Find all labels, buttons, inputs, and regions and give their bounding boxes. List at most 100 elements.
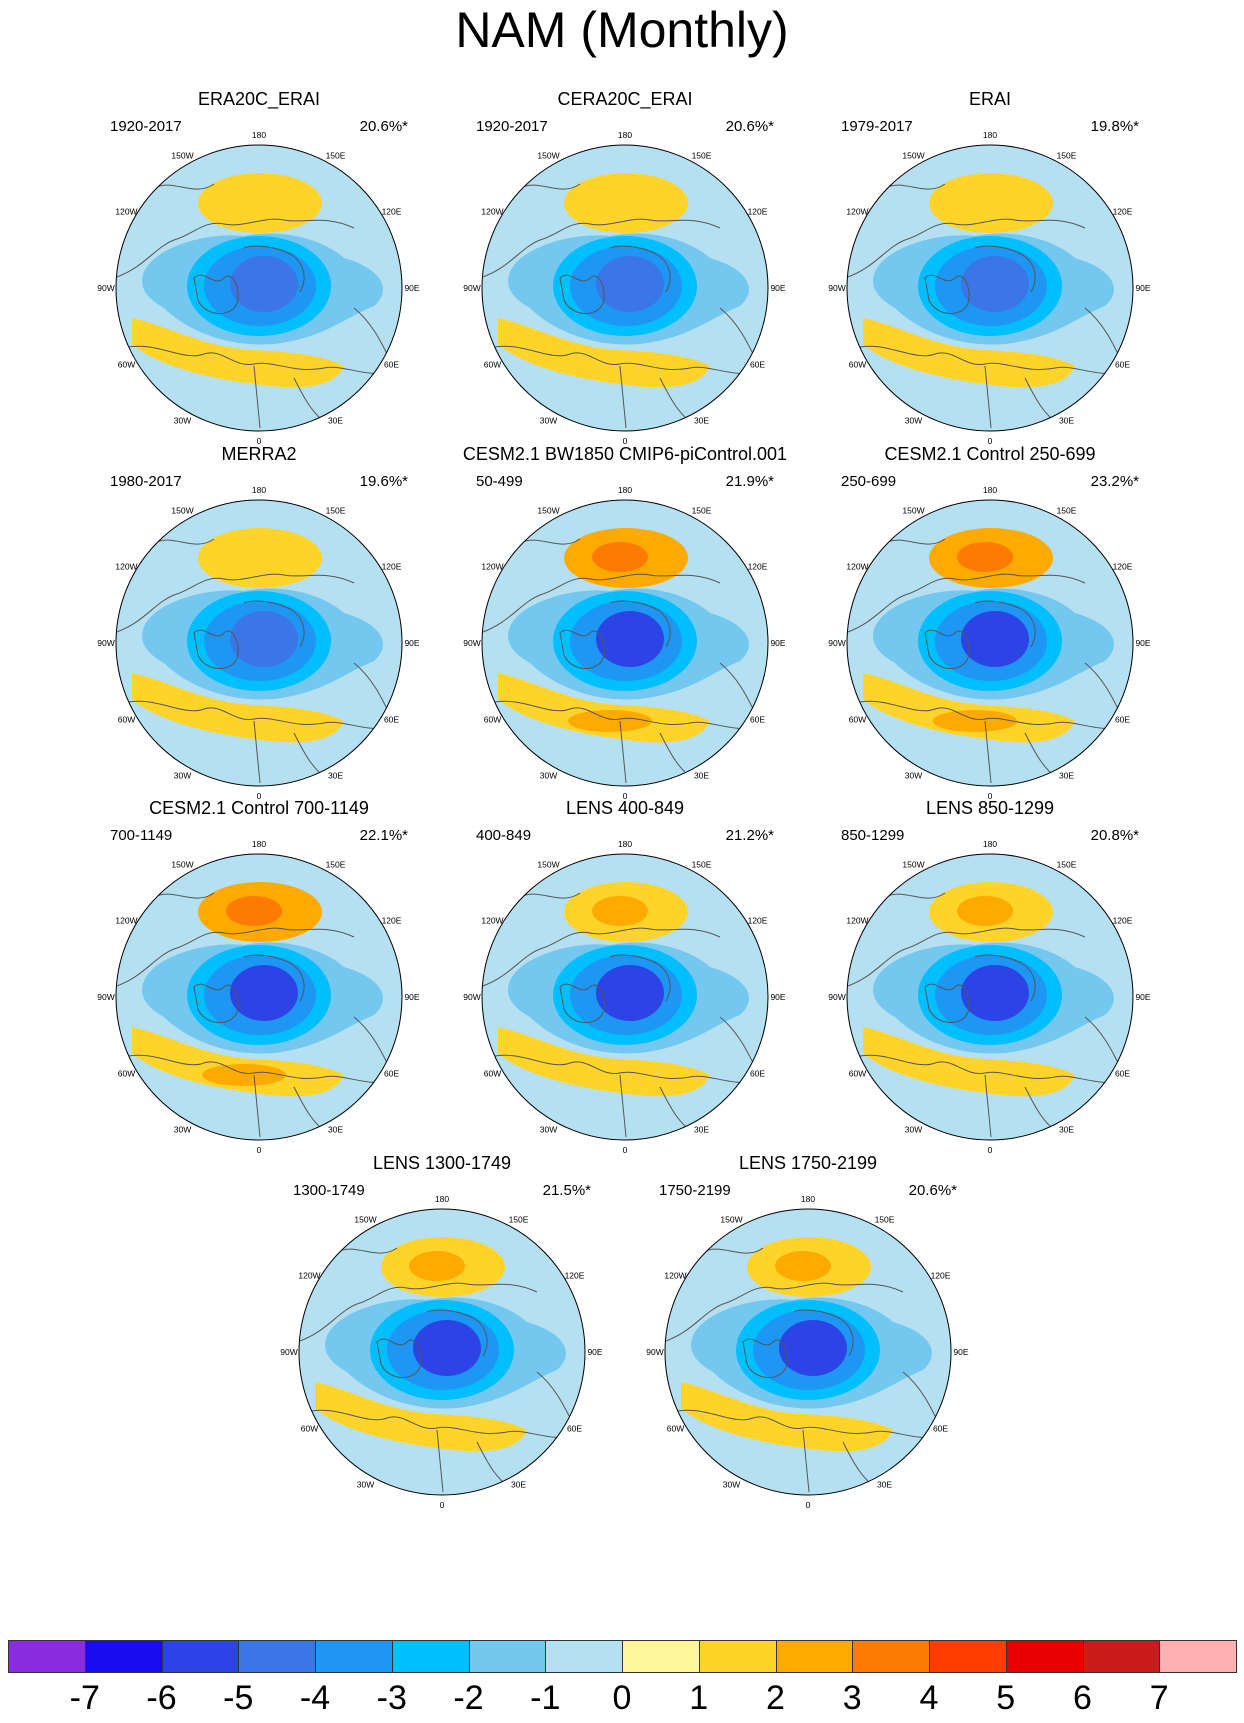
- longitude-label: 30W: [905, 416, 922, 426]
- longitude-label: 30W: [905, 771, 922, 781]
- colorbar-tick-label: 2: [766, 1679, 785, 1717]
- map-panel: CERA20C_ERAI 1920-2017 20.6%* 180 150E 120E 90…: [460, 88, 790, 458]
- colorbar-segment: [315, 1640, 393, 1673]
- longitude-label: 90W: [828, 283, 845, 293]
- longitude-label: 60E: [933, 1424, 948, 1434]
- longitude-label: 90E: [404, 283, 419, 293]
- longitude-label: 180: [983, 839, 997, 849]
- colorbar-tick-label: -3: [376, 1679, 407, 1717]
- colorbar-tick-label: -2: [453, 1679, 484, 1717]
- map-panel: CESM2.1 BW1850 CMIP6-piControl.001 50-499…: [460, 443, 790, 813]
- longitude-label: 0: [623, 1145, 628, 1155]
- longitude-label: 90W: [97, 992, 114, 1002]
- panel-title: CESM2.1 Control 700-1149: [149, 798, 369, 818]
- colorbar-tick-label: 4: [919, 1679, 939, 1717]
- longitude-label: 180: [618, 485, 632, 495]
- panel-title: CERA20C_ERAI: [557, 89, 693, 109]
- longitude-label: 150E: [509, 1214, 529, 1224]
- longitude-label: 0: [257, 436, 262, 446]
- longitude-label: 90E: [1135, 638, 1150, 648]
- longitude-label: 30W: [540, 771, 557, 781]
- longitude-label: 150W: [171, 859, 193, 869]
- longitude-label: 30E: [511, 1480, 526, 1490]
- colorbar-segment: [468, 1640, 547, 1673]
- longitude-label: 30W: [905, 1125, 922, 1135]
- longitude-label: 60W: [667, 1424, 684, 1434]
- colorbar-tick-label: 0: [612, 1679, 632, 1717]
- map-panel: CESM2.1 Control 700-1149 700-1149 22.1%* 18…: [94, 797, 424, 1167]
- longitude-label: 120W: [115, 207, 137, 217]
- longitude-label: 150W: [720, 1214, 742, 1224]
- longitude-label: 90E: [770, 283, 785, 293]
- longitude-label: 180: [618, 839, 632, 849]
- polar-map: 180 150E 120E 90E 60E 30E 0 30W 60W 90W 120W 150W: [97, 839, 420, 1155]
- longitude-label: 120E: [565, 1271, 585, 1281]
- colorbar-segment: [161, 1640, 240, 1673]
- map-panel: LENS 400-849 400-849 21.2%* 180 150E 120E 90E 6…: [460, 797, 790, 1167]
- panel-variance: 20.6%*: [359, 118, 408, 135]
- map-panel: MERRA2 1980-2017 19.6%* 180 150E 120E 90E 60E 30…: [94, 443, 424, 813]
- polar-map: 180 150E 120E 90E 60E 30E 0 30W 60W 90W 120W 150W: [463, 839, 786, 1155]
- panel-variance: 20.8%*: [1090, 827, 1139, 844]
- panel-variance: 23.2%*: [1090, 473, 1139, 490]
- longitude-label: 60W: [301, 1424, 318, 1434]
- longitude-label: 120E: [1113, 207, 1133, 217]
- longitude-label: 30E: [328, 1125, 343, 1135]
- longitude-label: 30W: [540, 1125, 557, 1135]
- longitude-label: 60E: [750, 360, 765, 370]
- panel-variance: 20.6%*: [908, 1182, 957, 1199]
- polar-map: 180 150E 120E 90E 60E 30E 0 30W 60W 90W 120W 150W: [280, 1194, 603, 1510]
- panel-variance: 22.1%*: [359, 827, 408, 844]
- longitude-label: 0: [988, 791, 993, 801]
- longitude-label: 60W: [484, 360, 501, 370]
- longitude-label: 30E: [328, 416, 343, 426]
- map-panel: LENS 1300-1749 1300-1749 21.5%* 180 150E 120E…: [277, 1152, 607, 1522]
- longitude-label: 60E: [1115, 715, 1130, 725]
- longitude-label: 150E: [326, 150, 346, 160]
- longitude-label: 90E: [587, 1347, 602, 1357]
- polar-map: 180 150E 120E 90E 60E 30E 0 30W 60W 90W 120W 150W: [97, 130, 420, 446]
- colorbar-segment: [545, 1640, 623, 1673]
- longitude-label: 30W: [540, 416, 557, 426]
- longitude-label: 30E: [1059, 416, 1074, 426]
- longitude-label: 90W: [828, 638, 845, 648]
- panel-title: LENS 850-1299: [925, 798, 1055, 818]
- longitude-label: 90W: [646, 1347, 663, 1357]
- longitude-label: 150W: [902, 505, 924, 515]
- longitude-label: 180: [252, 130, 266, 140]
- map-panel: ERA20C_ERAI 1920-2017 20.6%* 180 150E 120E 90E…: [94, 88, 424, 458]
- colorbar-tick-label: -1: [530, 1679, 561, 1717]
- longitude-label: 120W: [481, 562, 503, 572]
- longitude-label: 60W: [849, 1069, 866, 1079]
- longitude-label: 60E: [750, 1069, 765, 1079]
- longitude-label: 120E: [382, 207, 402, 217]
- colorbar-tick-label: 1: [689, 1679, 709, 1717]
- longitude-label: 90E: [953, 1347, 968, 1357]
- colorbar-segment: [238, 1640, 316, 1673]
- longitude-label: 90W: [828, 992, 845, 1002]
- colorbar-tick-label: -6: [146, 1679, 177, 1717]
- longitude-label: 150W: [902, 859, 924, 869]
- colorbar-segment: [622, 1640, 700, 1673]
- longitude-label: 150W: [537, 859, 559, 869]
- panel-variance: 21.2%*: [725, 827, 774, 844]
- longitude-label: 30E: [694, 1125, 709, 1135]
- longitude-label: 30E: [328, 771, 343, 781]
- panel-period: 250-699: [841, 473, 897, 490]
- map-panel: ERAI 1979-2017 19.8%* 180 150E 120E 90E 60E 30E 0…: [825, 88, 1155, 458]
- longitude-label: 180: [983, 485, 997, 495]
- colorbar: [8, 1640, 1237, 1674]
- colorbar-tick-label: 3: [842, 1679, 862, 1717]
- longitude-label: 30E: [694, 771, 709, 781]
- panel-period: 850-1299: [841, 827, 905, 844]
- longitude-label: 150W: [537, 505, 559, 515]
- longitude-label: 60W: [118, 715, 135, 725]
- colorbar-tick-label: 7: [1149, 1679, 1169, 1717]
- panel-title: CESM2.1 BW1850 CMIP6-piControl.001: [462, 444, 788, 464]
- longitude-label: 150E: [1057, 150, 1077, 160]
- longitude-label: 150W: [171, 150, 193, 160]
- longitude-label: 90W: [97, 638, 114, 648]
- longitude-label: 90E: [1135, 283, 1150, 293]
- longitude-label: 120W: [481, 916, 503, 926]
- longitude-label: 0: [440, 1500, 445, 1510]
